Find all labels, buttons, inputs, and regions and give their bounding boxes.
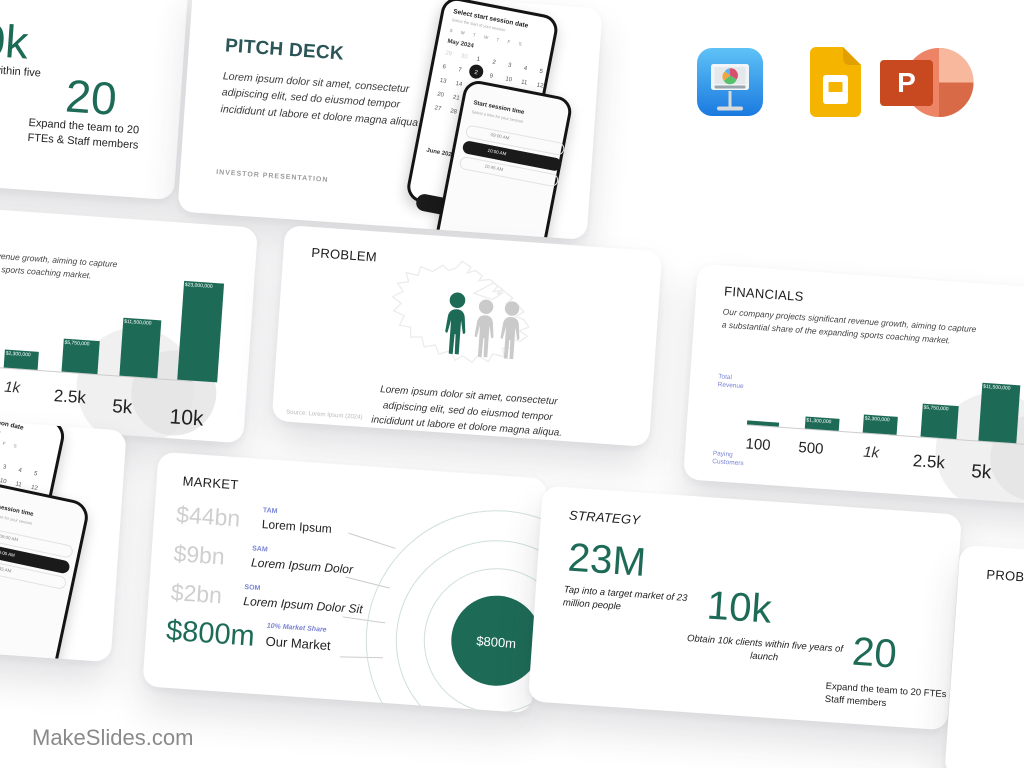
svg-text:6: 6 <box>442 64 447 71</box>
svg-text:13: 13 <box>439 78 447 85</box>
svg-text:9: 9 <box>489 73 494 80</box>
svg-text:12: 12 <box>536 82 544 89</box>
svg-text:5: 5 <box>33 471 38 478</box>
svg-text:30: 30 <box>460 53 468 60</box>
svg-text:4: 4 <box>18 468 23 475</box>
svg-text:27: 27 <box>434 105 442 112</box>
svg-text:4: 4 <box>523 66 528 73</box>
svg-text:14: 14 <box>455 81 463 88</box>
svg-text:5: 5 <box>539 69 544 76</box>
svg-text:28: 28 <box>450 108 458 115</box>
svg-text:3: 3 <box>2 464 7 471</box>
svg-text:21: 21 <box>452 95 460 102</box>
svg-text:2: 2 <box>492 60 497 67</box>
svg-text:29: 29 <box>445 50 453 57</box>
svg-text:7: 7 <box>458 67 463 74</box>
svg-text:P: P <box>897 67 916 98</box>
svg-text:11: 11 <box>520 79 528 86</box>
svg-text:3: 3 <box>507 63 512 70</box>
svg-text:10: 10 <box>505 76 513 83</box>
svg-text:1: 1 <box>476 56 481 63</box>
svg-text:20: 20 <box>437 92 445 99</box>
